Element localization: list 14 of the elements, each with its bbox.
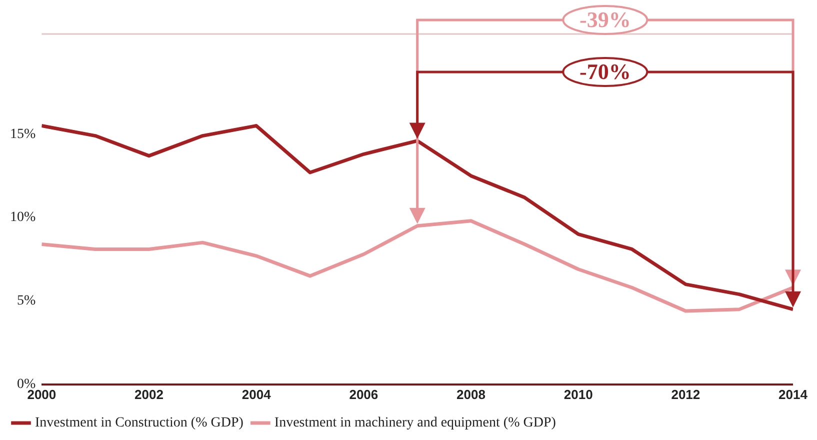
x-tick-label: 2002: [134, 386, 164, 402]
y-tick-label: 5%: [16, 294, 36, 309]
x-tick-label: 2008: [456, 386, 486, 402]
y-tick-label: 15%: [10, 126, 36, 142]
x-tick-label: 2012: [671, 386, 700, 402]
x-tick-label: 2006: [349, 386, 378, 402]
annotation: -70%: [580, 59, 631, 84]
x-tick-label: 2014: [778, 386, 808, 402]
y-tick-label: 10%: [10, 210, 36, 226]
legend-label: Investment in Construction (% GDP): [35, 416, 244, 431]
x-tick-label: 2010: [564, 386, 593, 402]
text: -39%: [580, 7, 631, 32]
x-tick-label: 2004: [242, 386, 272, 402]
legend-label: Investment in machinery and equipment (% GDP): [274, 416, 556, 431]
